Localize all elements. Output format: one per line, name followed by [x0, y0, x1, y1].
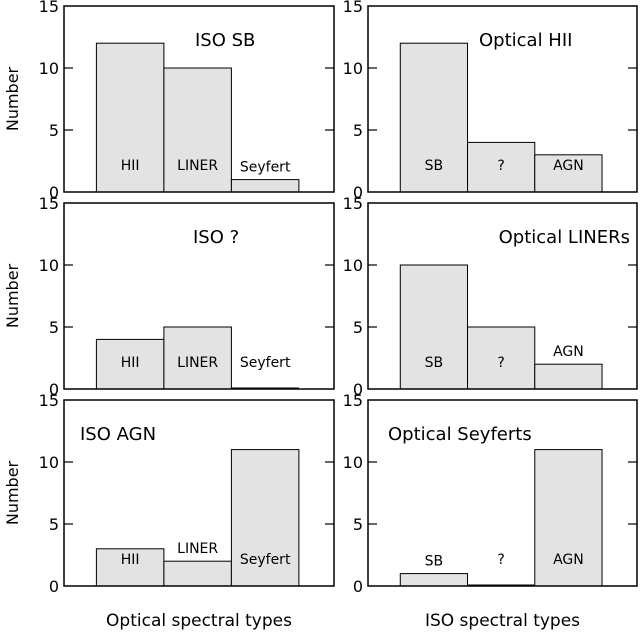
y-tick-label: 10 [343, 256, 363, 275]
histogram-panel: 0 5 10 15 HII LINER Seyfert ISO AGN [39, 391, 335, 596]
histogram-panel: 0 5 10 15 SB ? AGN Optical LINERs [343, 194, 638, 399]
y-tick-label: 0 [49, 577, 59, 596]
category-label: LINER [177, 541, 218, 557]
y-tick-label: 10 [39, 256, 59, 275]
category-label: HII [121, 355, 140, 371]
y-tick-label: 15 [343, 391, 363, 410]
panel-title: ISO SB [195, 30, 255, 51]
histogram-bar [534, 363, 603, 390]
panel-frame [63, 5, 335, 193]
category-label: LINER [177, 158, 218, 174]
y-tick-label: 5 [353, 515, 363, 534]
panel-frame [63, 399, 335, 587]
y-tick-label: 15 [39, 194, 59, 213]
category-label: HII [121, 158, 140, 174]
histogram-bar [163, 326, 232, 390]
y-tick-label: 0 [353, 380, 363, 399]
y-tick-label: 15 [39, 0, 59, 16]
y-tick-label: 10 [39, 453, 59, 472]
y-axis-title: Number [3, 460, 22, 525]
y-tick-label: 5 [49, 515, 59, 534]
histogram-bar [163, 560, 232, 587]
y-tick-label: 10 [343, 453, 363, 472]
category-label: Seyfert [240, 355, 291, 371]
category-label: Seyfert [240, 552, 291, 568]
category-label: HII [121, 552, 140, 568]
category-label: AGN [553, 552, 584, 568]
category-label: SB [425, 554, 444, 570]
category-label: SB [425, 158, 444, 174]
y-tick-label: 5 [353, 121, 363, 140]
histogram-bar [399, 42, 469, 193]
histogram-bar [467, 326, 536, 390]
panel-title: Optical HII [479, 30, 572, 51]
histogram-bar [95, 42, 165, 193]
category-label: ? [497, 355, 504, 371]
histogram-bar [399, 264, 469, 390]
histogram-bar [399, 573, 469, 587]
histogram-bar [163, 67, 232, 193]
panel-title: ISO ? [193, 227, 239, 248]
category-label: AGN [553, 344, 584, 360]
category-label: AGN [553, 158, 584, 174]
y-tick-label: 0 [353, 577, 363, 596]
category-label: ? [497, 552, 504, 568]
category-label: SB [425, 355, 444, 371]
histogram-panel: 0 5 10 15 SB? AGN Optical Seyferts [343, 391, 638, 596]
panel-frame [367, 202, 638, 390]
y-axis-title: Number [3, 66, 22, 131]
y-tick-label: 10 [39, 59, 59, 78]
y-axis-title: Number [3, 263, 22, 328]
x-axis-title: Optical spectral types [106, 611, 292, 631]
histogram-panel: 0 5 10 15 HII LINER Seyfert ISO ? [39, 194, 335, 399]
category-label: Seyfert [240, 160, 291, 176]
histogram-bar [230, 179, 300, 193]
y-tick-label: 5 [49, 318, 59, 337]
y-tick-label: 15 [343, 194, 363, 213]
histogram-panel: 0 5 10 15 SB? AGN Optical HII [343, 0, 638, 202]
panel-title: ISO AGN [80, 424, 156, 445]
histogram-panel: 0 5 10 15 HII LINER Seyfert ISO SB [39, 0, 335, 202]
y-tick-label: 10 [343, 59, 363, 78]
panel-frame [367, 5, 638, 193]
category-label: ? [497, 158, 504, 174]
y-tick-label: 0 [49, 183, 59, 202]
histogram-bar [534, 449, 603, 587]
panel-frame [367, 399, 638, 587]
y-tick-label: 15 [39, 391, 59, 410]
histogram-bar [534, 154, 603, 193]
panel-title: Optical Seyferts [388, 424, 532, 445]
y-tick-label: 5 [353, 318, 363, 337]
histogram-bar [230, 449, 300, 587]
panel-title: Optical LINERs [499, 227, 630, 248]
panel-frame [63, 202, 335, 390]
y-tick-label: 0 [353, 183, 363, 202]
histogram-bar [95, 548, 165, 587]
x-axis-title: ISO spectral types [425, 611, 580, 631]
y-tick-label: 15 [343, 0, 363, 16]
y-tick-label: 5 [49, 121, 59, 140]
category-label: LINER [177, 355, 218, 371]
y-tick-label: 0 [49, 380, 59, 399]
